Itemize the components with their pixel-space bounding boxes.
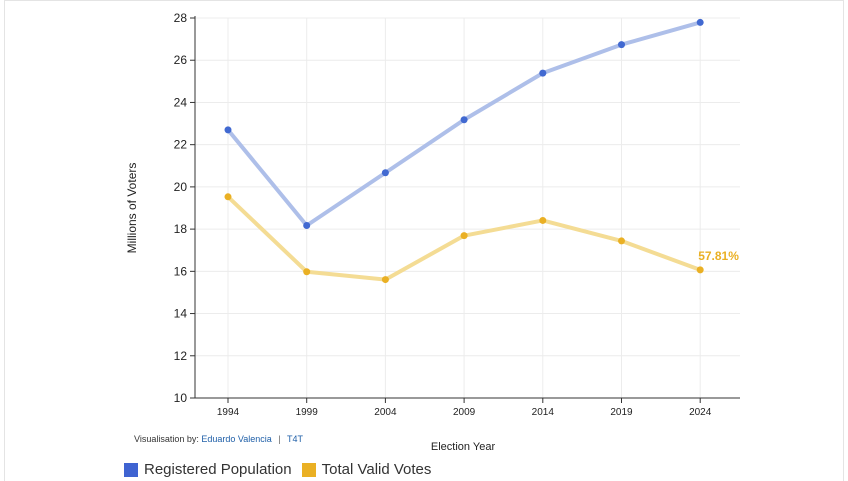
data-point (618, 41, 625, 49)
legend-swatch (301, 462, 316, 477)
tick-labels: 10 12 14 16 18 20 22 24 26 28 1994 1999 2004 2009 2014… (174, 11, 712, 418)
x-tick-label: 1999 (296, 407, 319, 418)
annotations: 57.81% (698, 249, 739, 263)
legend-label: Registered Population (144, 461, 292, 478)
x-tick-label: 2004 (374, 407, 397, 418)
x-tick-label: 2014 (532, 407, 555, 418)
x-axis-label: Election Year (431, 441, 496, 453)
y-tick-label: 10 (174, 391, 188, 405)
legend-label: Total Valid Votes (321, 461, 432, 478)
annotation-label: 57.81% (698, 249, 739, 263)
x-tick-label: 2019 (610, 407, 633, 418)
data-point (224, 193, 232, 201)
y-tick-label: 18 (174, 222, 188, 236)
legend-item-registered-population[interactable]: Registered Population (124, 461, 292, 478)
x-tick-label: 2024 (689, 407, 712, 418)
data-point (539, 216, 547, 224)
y-axis-label: Millions of Voters (125, 163, 139, 254)
visualisation-credit: Visualisation by: Eduardo Valencia | T4T (134, 434, 303, 444)
y-tick-label: 16 (174, 264, 188, 278)
y-tick-label: 24 (174, 95, 188, 109)
y-tick-label: 26 (174, 53, 188, 67)
data-point (224, 126, 232, 134)
axes (190, 16, 740, 403)
credit-author-link[interactable]: Eduardo Valencia (201, 434, 272, 444)
x-tick-label: 2009 (453, 407, 476, 418)
data-point (696, 18, 704, 26)
chart-frame (4, 0, 844, 481)
credit-org-link[interactable]: T4T (286, 434, 303, 444)
legend-swatch (124, 462, 138, 477)
y-tick-label: 20 (174, 180, 188, 194)
data-point (460, 232, 468, 240)
data-point (303, 268, 311, 276)
chart-legend: Registered Population Total Valid Votes (124, 461, 431, 478)
data-point (696, 266, 704, 274)
data-point (618, 237, 625, 245)
data-point (303, 222, 311, 230)
legend-item-total-valid-votes[interactable]: Total Valid Votes (301, 461, 432, 478)
series-markers (224, 18, 704, 284)
credit-separator: | (278, 434, 281, 444)
data-point (381, 169, 389, 177)
credit-prefix: Visualisation by: (134, 434, 199, 444)
y-tick-label: 14 (174, 307, 188, 321)
x-tick-label: 1994 (217, 407, 240, 418)
y-tick-label: 12 (174, 349, 188, 363)
y-tick-label: 28 (174, 11, 188, 25)
data-point (539, 69, 547, 77)
y-tick-label: 22 (174, 138, 188, 152)
grid-lines (195, 17, 740, 399)
data-point (381, 276, 389, 284)
data-point (460, 116, 468, 124)
